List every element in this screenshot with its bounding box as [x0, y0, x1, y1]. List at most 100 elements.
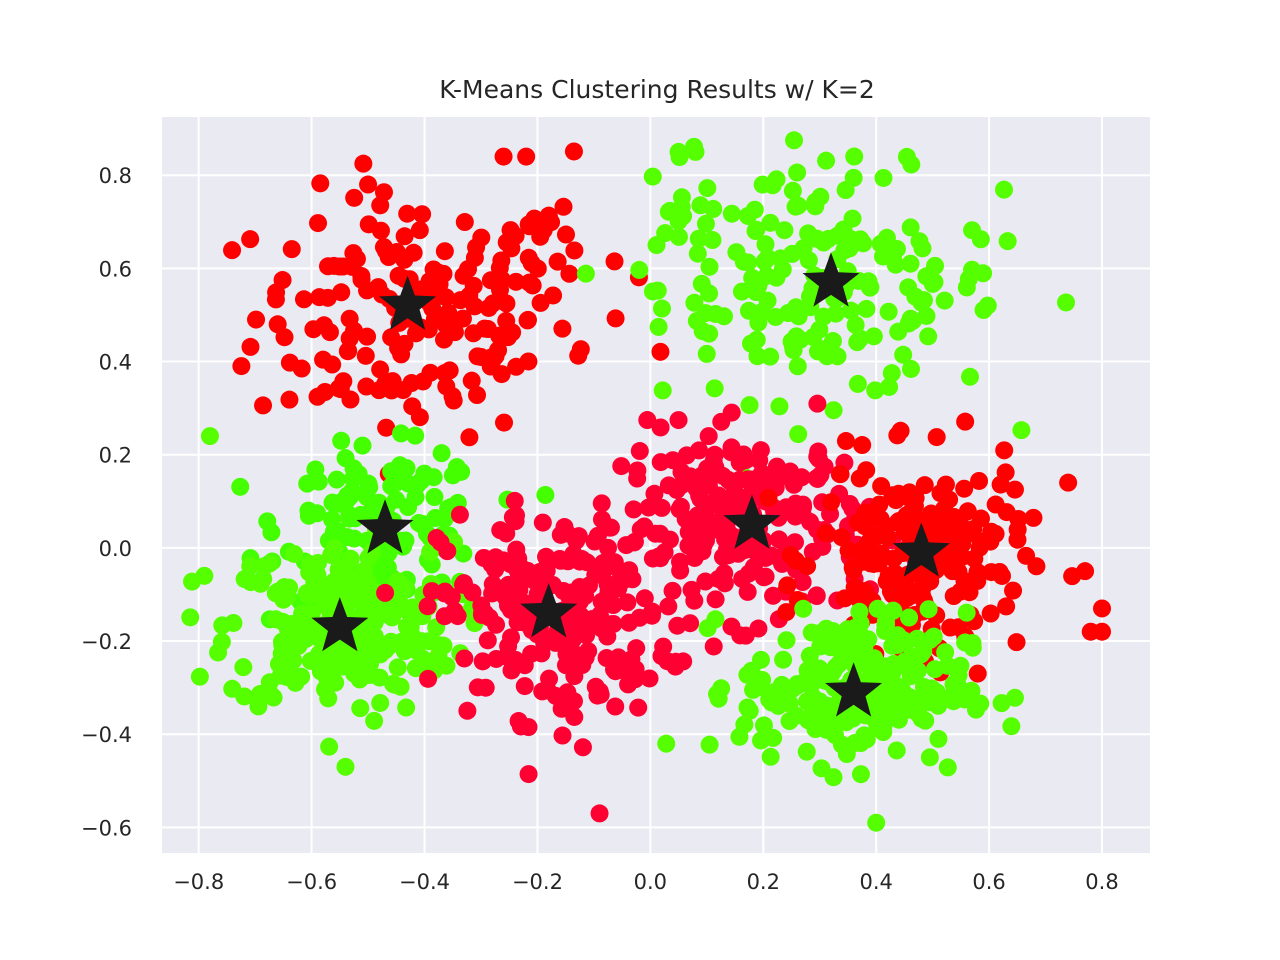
- data-point: [880, 377, 899, 396]
- data-point: [956, 412, 975, 431]
- data-point: [465, 297, 484, 316]
- data-point: [788, 163, 807, 182]
- data-point: [749, 313, 768, 332]
- data-point: [794, 239, 813, 258]
- data-point: [817, 619, 836, 638]
- data-point: [719, 470, 738, 489]
- data-point: [320, 647, 339, 666]
- data-point: [843, 558, 862, 577]
- data-point: [696, 572, 715, 591]
- data-point: [971, 509, 990, 528]
- data-point: [1093, 622, 1112, 641]
- data-point: [877, 228, 896, 247]
- data-point: [554, 197, 573, 216]
- data-point: [429, 646, 448, 665]
- data-point: [846, 315, 865, 334]
- data-point: [507, 357, 526, 376]
- data-point: [598, 538, 617, 557]
- data-point: [223, 241, 242, 260]
- data-point: [413, 205, 432, 224]
- data-point: [531, 293, 550, 312]
- centroid-star-icon: [825, 662, 883, 717]
- data-point: [855, 726, 874, 745]
- data-point: [704, 451, 723, 470]
- data-point: [354, 154, 373, 173]
- data-point: [901, 586, 920, 605]
- data-point: [700, 324, 719, 343]
- data-point: [944, 692, 963, 711]
- data-point: [590, 804, 609, 823]
- data-point: [351, 699, 370, 718]
- data-point: [310, 288, 329, 307]
- data-point: [241, 230, 260, 249]
- data-point: [467, 238, 486, 257]
- data-point: [515, 677, 534, 696]
- centroid-star-icon: [311, 597, 369, 652]
- data-point: [473, 652, 492, 671]
- data-point: [844, 168, 863, 187]
- data-point: [597, 558, 616, 577]
- data-point: [781, 546, 800, 565]
- data-point: [761, 747, 780, 766]
- data-point: [793, 573, 812, 592]
- data-point: [770, 397, 789, 416]
- data-point: [706, 590, 725, 609]
- data-point: [788, 357, 807, 376]
- data-point: [282, 636, 301, 655]
- data-point: [517, 147, 536, 166]
- data-point: [901, 254, 920, 273]
- data-point: [490, 280, 509, 299]
- data-point: [775, 221, 794, 240]
- data-point: [332, 283, 351, 302]
- data-point: [429, 263, 448, 282]
- data-point: [734, 252, 753, 271]
- data-point: [268, 315, 287, 334]
- data-point: [483, 294, 502, 313]
- data-point: [737, 451, 756, 470]
- data-point: [343, 482, 362, 501]
- data-point: [406, 659, 425, 678]
- data-point: [672, 188, 691, 207]
- data-point: [1076, 562, 1095, 581]
- data-point: [508, 613, 527, 632]
- data-point: [468, 678, 487, 697]
- data-point: [450, 505, 469, 524]
- data-point: [249, 697, 268, 716]
- data-point: [697, 344, 716, 363]
- data-point: [478, 631, 497, 650]
- data-point: [640, 669, 659, 688]
- data-point: [565, 667, 584, 686]
- data-point: [756, 235, 775, 254]
- data-point: [886, 255, 905, 274]
- data-point: [483, 584, 502, 603]
- data-point: [502, 628, 521, 647]
- data-point: [807, 586, 826, 605]
- data-point: [794, 599, 813, 618]
- data-point: [490, 326, 509, 345]
- data-point: [704, 637, 723, 656]
- data-point: [1004, 581, 1023, 600]
- data-point: [453, 309, 472, 328]
- data-point: [1024, 508, 1043, 527]
- data-point: [978, 296, 997, 315]
- x-tick-label: 0.0: [634, 870, 667, 894]
- data-point: [332, 431, 351, 450]
- data-point: [320, 323, 339, 342]
- data-point: [789, 307, 808, 326]
- data-point: [542, 213, 561, 232]
- data-point: [336, 757, 355, 776]
- data-point: [864, 327, 883, 346]
- data-point: [592, 494, 611, 513]
- data-point: [894, 345, 913, 364]
- data-point: [630, 260, 649, 279]
- data-point: [777, 498, 796, 517]
- data-point: [407, 324, 426, 343]
- data-point: [397, 459, 416, 478]
- data-point: [1059, 473, 1078, 492]
- data-point: [638, 411, 657, 430]
- data-point: [744, 557, 763, 576]
- data-point: [419, 669, 438, 688]
- data-point: [672, 462, 691, 481]
- data-point: [410, 408, 429, 427]
- data-point: [687, 311, 706, 330]
